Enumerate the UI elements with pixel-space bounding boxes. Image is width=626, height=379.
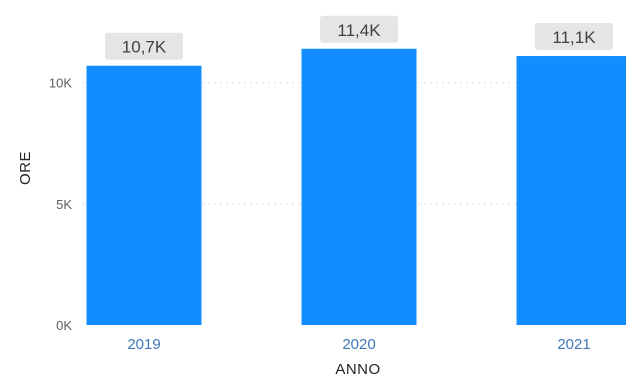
data-label-bg: [535, 23, 613, 51]
x-tick-label-2021: 2021: [557, 336, 590, 353]
x-tick-label-2019: 2019: [127, 336, 160, 353]
data-label-2021: 11,1K: [552, 28, 596, 47]
bar-2021: [516, 56, 626, 326]
x-tick-label-2020: 2020: [342, 336, 375, 353]
data-label-2020: 11,4K: [337, 21, 381, 40]
y-tick-label: 5K: [56, 197, 72, 212]
data-labels: 10,7K 11,4K 11,1K: [105, 15, 613, 60]
y-axis-ticks: 0K 5K 10K: [49, 76, 72, 333]
x-axis-title: ANNO: [335, 361, 380, 378]
x-axis-ticks: 2019 2020 2021: [127, 336, 590, 353]
y-tick-label: 10K: [49, 76, 72, 91]
data-label-bg: [105, 32, 183, 60]
bars: [86, 48, 626, 326]
y-axis-title: ORE: [17, 151, 34, 185]
bar-2020: [301, 48, 417, 326]
bar-2019: [86, 65, 202, 325]
y-tick-label: 0K: [56, 318, 72, 333]
data-label-2019: 10,7K: [122, 38, 167, 57]
data-label-bg: [320, 15, 398, 43]
